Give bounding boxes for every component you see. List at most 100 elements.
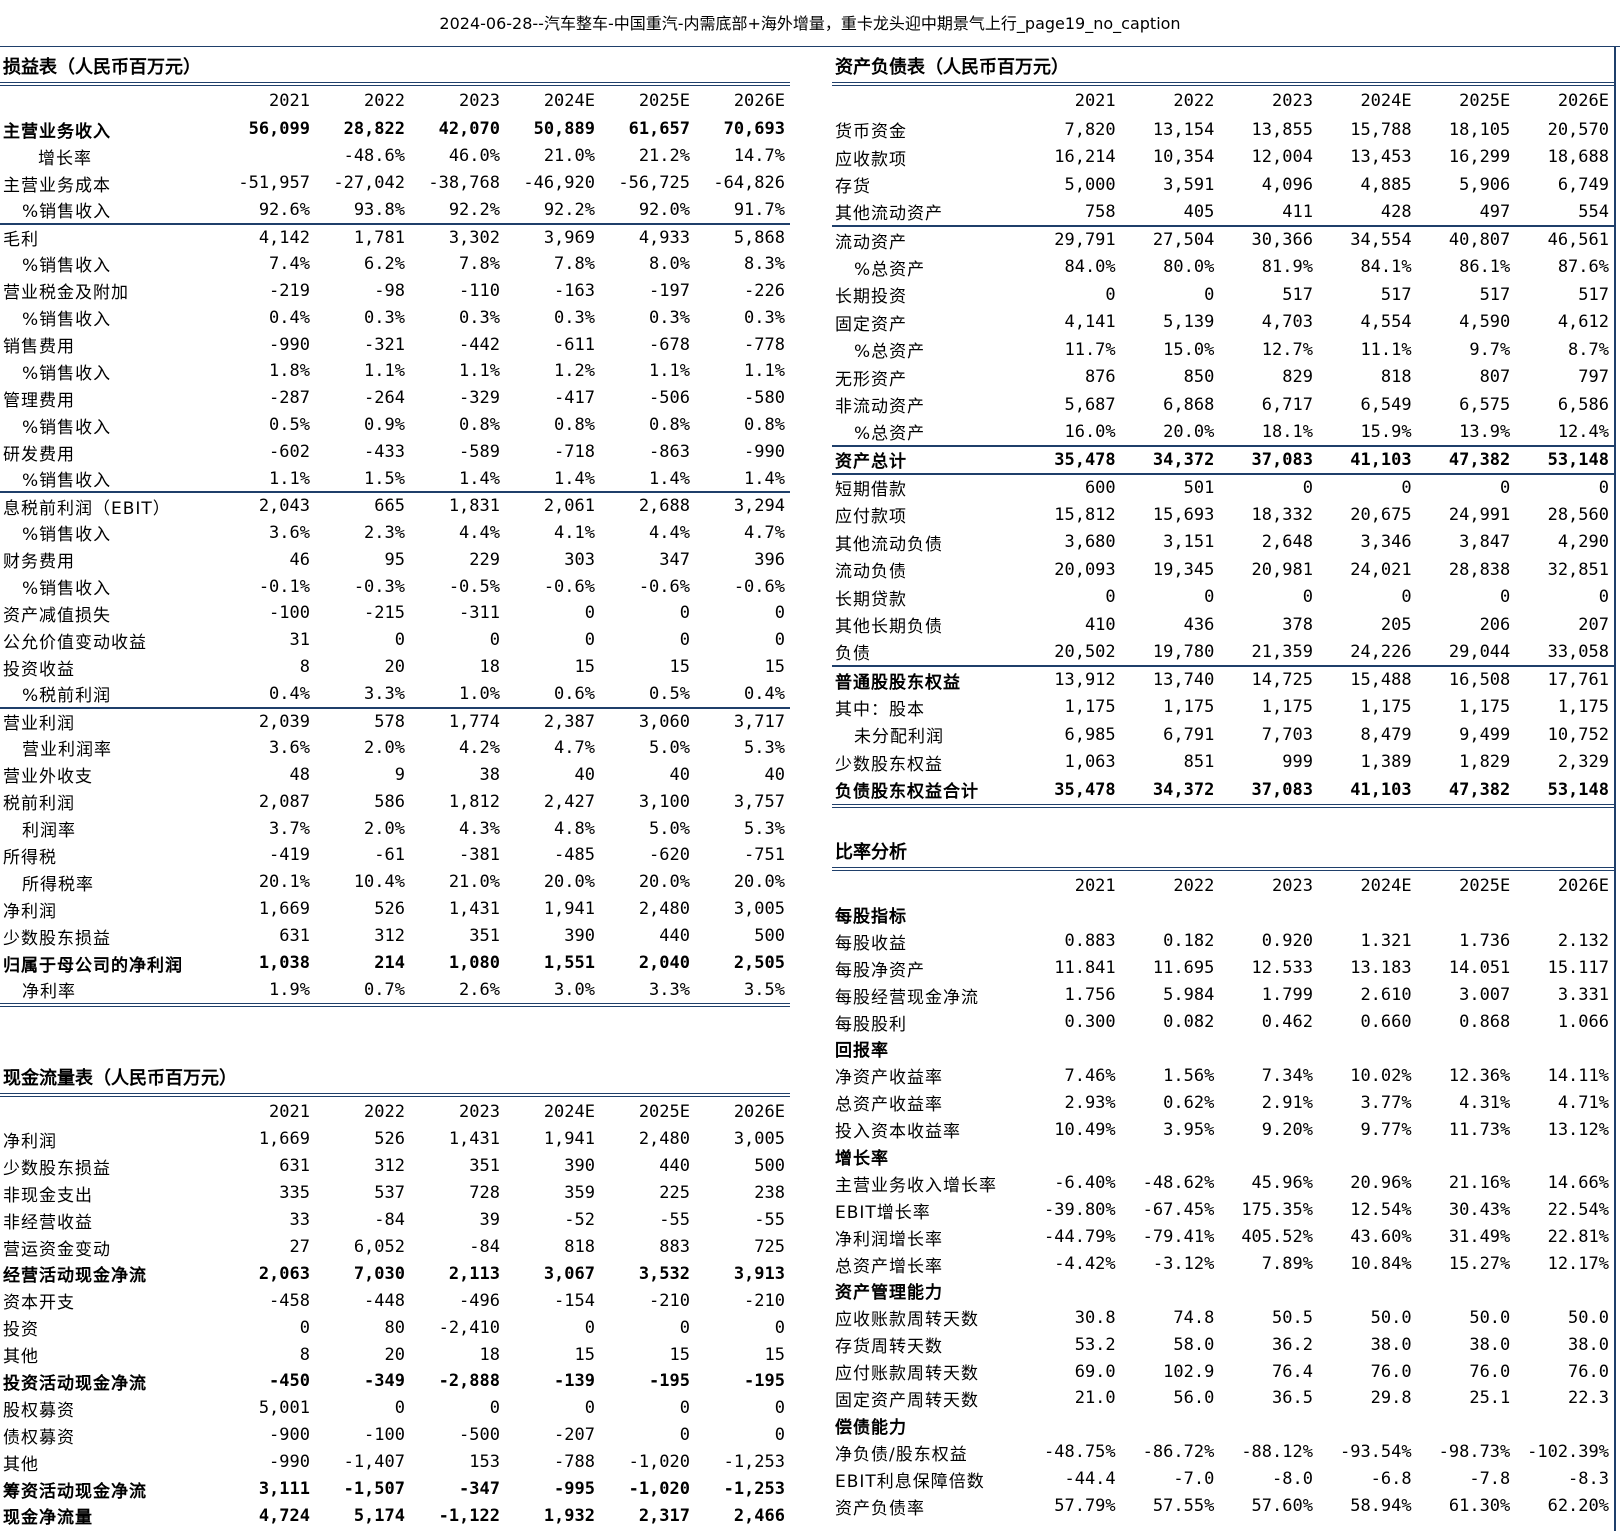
value-cell: 8 [299,1344,310,1365]
value-cell: 3,302 [410,222,505,251]
value-cell: 4,142 [220,222,315,251]
value-cell: 15,488 [1317,665,1417,694]
value-cell: 12.17% [1547,1254,1609,1275]
value-cell: 46 [289,549,310,570]
table-row: %销售收入 0.5% 0.9% 0.8% 0.8% 0.8% 0.8% [0,412,790,439]
value-cell: -56,725 [618,173,690,194]
value-cell: 2.93% [1064,1092,1116,1113]
value-cell: 2.132 [1557,931,1609,952]
balance-sheet-end-rule [832,803,1614,808]
value-cell: -1,020 [628,1479,690,1500]
value-cell: 18,105 [1448,119,1511,140]
table-row: 其他流动资产 758 405 411 428 497 554 [832,199,1614,227]
value-cell: 500 [754,926,785,947]
value-cell: 0 [679,1317,690,1338]
value-cell: 7.8% [554,253,595,274]
value-cell: 11.73% [1448,1119,1511,1140]
value-cell: 0 [774,1317,785,1338]
value-cell: 3,969 [505,222,600,251]
value-cell: 56,099 [248,119,310,140]
row-label: 主营业务收入增长率 [835,1175,997,1196]
value-cell: 91.7% [733,199,785,220]
value-cell: 92.6% [258,199,310,220]
value-cell: 14.051 [1448,958,1511,979]
row-label: 每股经营现金净流 [835,987,979,1008]
value-cell: 6,791 [1163,724,1215,745]
right-border [1614,46,1616,1531]
value-cell: 6,717 [1261,394,1313,415]
value-cell: 728 [469,1183,500,1204]
row-label: 每股收益 [835,933,907,954]
value-cell: -1,020 [628,1452,690,1473]
value-cell: -8.0 [1272,1469,1313,1490]
value-cell: 0.4% [269,683,310,704]
value-cell: 3,151 [1163,532,1215,553]
value-cell: -48.6% [343,146,405,167]
value-cell: -6.40% [1054,1173,1116,1194]
value-cell: 47,382 [1448,779,1511,800]
value-cell: 19,780 [1152,641,1215,662]
value-cell: 20,093 [1054,559,1116,580]
table-row: 其他 8 20 18 15 15 15 [0,1341,790,1368]
value-cell [1515,901,1614,928]
value-cell: 24,991 [1448,504,1511,525]
value-cell: -64,826 [713,173,785,194]
table-row: 总资产增长率 -4.42% -3.12% 7.89% 10.84% 15.27% 12.17… [832,1251,1614,1278]
value-cell: 15 [764,1344,785,1365]
table-row: 主营业务收入增长率 -6.40% -48.62% 45.96% 20.96% 21.16%… [832,1170,1614,1197]
value-cell: -55 [659,1210,690,1231]
table-row: 资产负债率 57.79% 57.55% 57.60% 58.94% 61.30% 62.20… [832,1493,1614,1520]
year-header: 2024E [1360,91,1412,111]
value-cell: 0.9% [364,415,405,436]
value-cell: 0.8% [459,415,500,436]
value-cell: 2.6% [459,979,500,1000]
value-cell: 2,480 [638,899,690,920]
value-cell: -2,410 [438,1317,500,1338]
row-label: %销售收入 [22,310,112,331]
value-cell: 797 [1578,367,1609,388]
value-cell: 14.66% [1547,1173,1609,1194]
value-cell: -678 [649,334,690,355]
page-title: 2024-06-28--汽车整车-中国重汽-内需底部+海外增量，重卡龙头迎中期景… [439,14,1181,33]
value-cell: 70,693 [723,119,785,140]
value-cell: -506 [649,388,690,409]
row-label: 增长率 [835,1148,889,1169]
value-cell: 24,021 [1350,559,1412,580]
row-label: 其他流动负债 [835,534,943,555]
table-row: 所得税率 20.1% 10.4% 21.0% 20.0% 20.0% 20.0% [0,869,790,896]
year-header: 2026E [1557,91,1609,111]
value-cell: 1,431 [448,899,500,920]
value-cell: -1,407 [343,1452,405,1473]
value-cell: 517 [1282,284,1313,305]
value-cell: 0 [774,1398,785,1419]
value-cell: 27 [289,1237,310,1257]
value-cell [1219,1412,1318,1439]
value-cell: 2.3% [364,522,405,543]
value-cell: 13.183 [1350,958,1412,979]
table-row: %总资产 11.7% 15.0% 12.7% 11.1% 9.7% 8.7% [832,336,1614,364]
value-cell [1318,901,1417,928]
value-cell: 15 [669,1344,690,1365]
value-cell: -0.5% [448,576,500,597]
value-cell: -1,507 [343,1479,405,1500]
value-cell: 2,039 [220,706,315,735]
value-cell: -863 [649,442,690,463]
row-label: EBIT增长率 [835,1202,931,1223]
value-cell: 31 [289,630,310,651]
value-cell: 1,941 [543,899,595,920]
value-cell: 56.0 [1173,1388,1215,1409]
value-cell: 1.066 [1557,1012,1609,1032]
value-cell: 1.8% [269,361,310,382]
value-cell: 3.3% [649,979,690,1000]
table-row: 负债股东权益合计 35,478 34,372 37,083 41,103 47,382 53… [832,776,1614,804]
year-header: 2021 [1074,91,1116,111]
value-cell: 3.3% [364,683,405,704]
value-cell: 43.60% [1350,1227,1412,1248]
value-cell: 1.4% [459,468,500,489]
value-cell: 378 [1282,614,1313,635]
value-cell: 12.36% [1448,1065,1511,1086]
table-row: 其他流动负债 3,680 3,151 2,648 3,346 3,847 4,290 [832,529,1614,557]
value-cell [1417,1412,1516,1439]
value-cell: -349 [364,1371,405,1392]
row-label: 其他流动资产 [835,204,943,225]
